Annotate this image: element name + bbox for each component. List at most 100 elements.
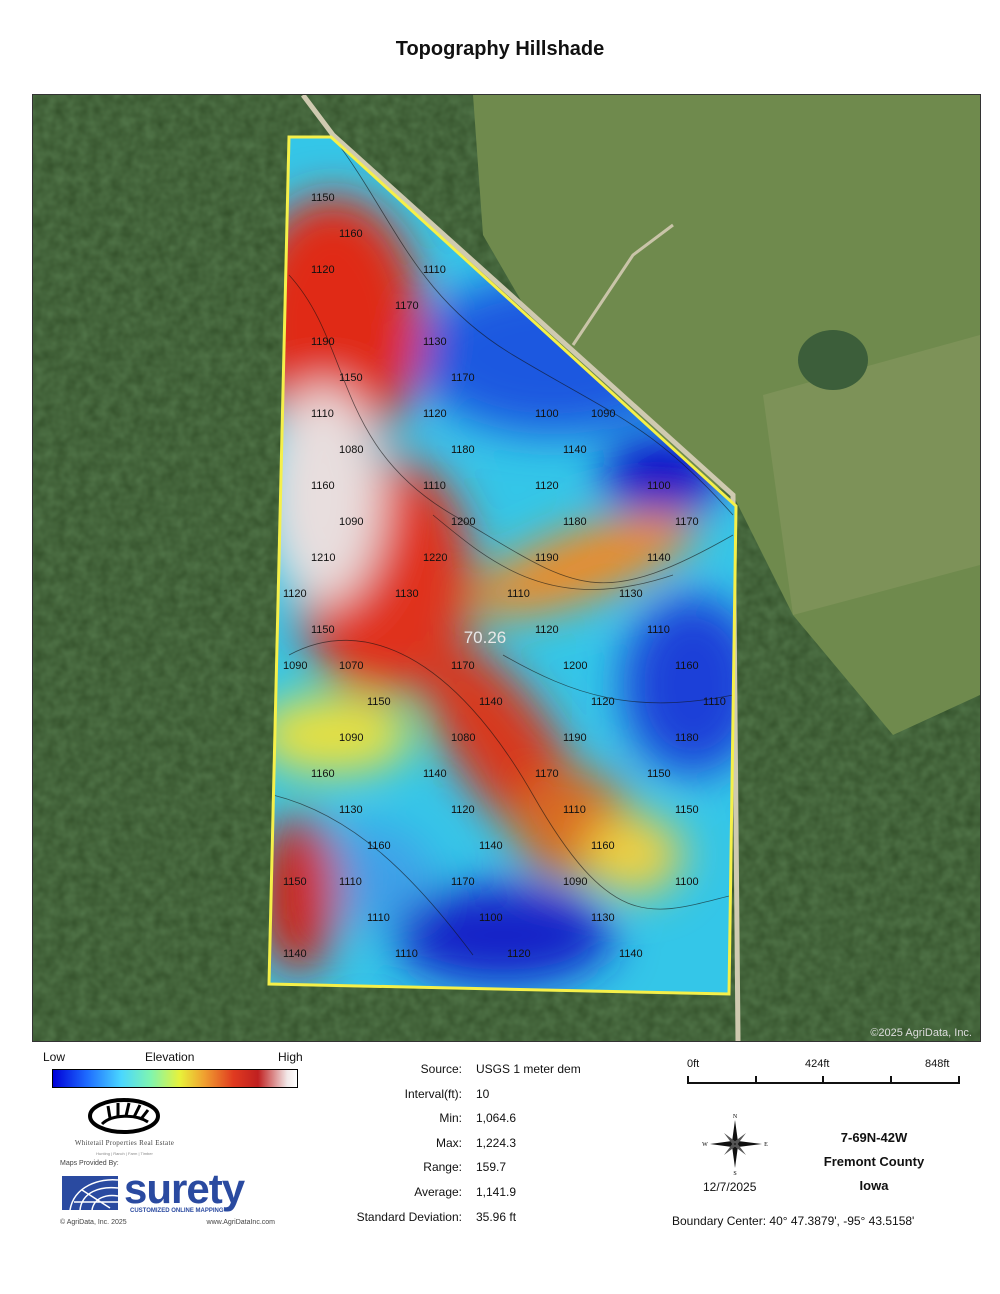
contour-label: 1210 — [311, 552, 335, 564]
contour-label: 1170 — [675, 516, 699, 528]
stat-value: 35.96 ft — [476, 1209, 517, 1224]
contour-label: 1160 — [367, 840, 391, 852]
contour-label: 1110 — [647, 624, 670, 636]
page-title: Topography Hillshade — [395, 38, 605, 60]
contour-label: 1130 — [619, 588, 643, 600]
contour-label: 1110 — [423, 264, 446, 276]
contour-label: 1220 — [423, 552, 447, 564]
stat-value: 159.7 — [476, 1160, 507, 1175]
contour-label: 1110 — [339, 876, 362, 888]
compass-w: W — [702, 1142, 708, 1148]
contour-label: 1090 — [563, 876, 587, 888]
contour-label: 1160 — [675, 660, 699, 672]
contour-label: 1200 — [563, 660, 587, 672]
contour-label: 1160 — [311, 480, 335, 492]
contour-label: 1150 — [339, 372, 363, 384]
scale-label-mid: 424ft — [805, 1058, 830, 1070]
contour-label: 1180 — [451, 444, 475, 456]
antler-icon — [88, 1098, 160, 1134]
scale-tick — [755, 1076, 757, 1084]
contour-label: 1110 — [703, 696, 726, 708]
contour-label: 1080 — [451, 732, 475, 744]
boundary-center: Boundary Center: 40° 47.3879', -95° 43.5… — [672, 1214, 915, 1228]
surety-tagline: CUSTOMIZED ONLINE MAPPING — [130, 1208, 224, 1214]
scale-bar: 0ft 424ft 848ft — [685, 1058, 960, 1088]
map-date: 12/7/2025 — [703, 1180, 757, 1194]
contour-label: 1170 — [451, 660, 475, 672]
maps-provided-by: Maps Provided By: — [60, 1160, 119, 1167]
stat-label: Max: — [435, 1135, 462, 1150]
legend-high: High — [278, 1050, 303, 1064]
location-block: 7-69N-42W Fremont County Iowa — [790, 1126, 958, 1198]
stat-value: USGS 1 meter dem — [476, 1062, 581, 1076]
driveway — [571, 223, 674, 346]
stat-value: 10 — [476, 1086, 490, 1101]
contour-label: 1110 — [311, 408, 334, 420]
compass-s: S — [733, 1171, 736, 1176]
contour-label: 1120 — [535, 624, 559, 636]
road — [301, 95, 741, 1041]
contour-label: 1190 — [311, 336, 335, 348]
contour-label: 1140 — [423, 768, 447, 780]
state: Iowa — [859, 1178, 889, 1193]
contour-label: 1130 — [339, 804, 363, 816]
scale-tick — [958, 1076, 960, 1084]
section-township-range: 7-69N-42W — [840, 1130, 908, 1145]
contour-label: 1140 — [647, 552, 671, 564]
scale-label-0: 0ft — [687, 1058, 700, 1070]
contour-label: 1110 — [367, 912, 390, 924]
contour-label: 1120 — [591, 696, 615, 708]
stat-value: 1,141.9 — [476, 1184, 517, 1199]
legend-low: Low — [43, 1050, 66, 1064]
map-view[interactable]: 1150 1160 1120 1110 1170 1190 1130 1150 1170 1110… — [32, 94, 981, 1042]
contour-label: 1100 — [675, 876, 699, 888]
contour-label: 1180 — [563, 516, 587, 528]
contour-label: 1120 — [311, 264, 335, 276]
contour-label: 1170 — [395, 300, 419, 312]
compass-e: E — [764, 1142, 768, 1148]
contour-labels: 1150 1160 1120 1110 1170 1190 1130 1150 1170 1110… — [283, 192, 726, 960]
contour-label: 1090 — [339, 516, 363, 528]
property-boundary[interactable] — [267, 135, 738, 996]
contour-label: 1200 — [451, 516, 475, 528]
contour-label: 1150 — [311, 624, 335, 636]
contour-label: 1140 — [563, 444, 587, 456]
contour-label: 1110 — [395, 948, 418, 960]
contour-label: 1140 — [619, 948, 643, 960]
company-tagline: Hunting | Ranch | Farm | Timber — [96, 1151, 153, 1156]
contour-label: 1160 — [311, 768, 335, 780]
contour-label: 1170 — [451, 372, 475, 384]
field-area — [763, 335, 980, 615]
contour-label: 1110 — [423, 480, 446, 492]
contour-label: 1190 — [535, 552, 559, 564]
company-name: Whitetail Properties Real Estate — [74, 1139, 175, 1147]
map-copyright: ©2025 AgriData, Inc. — [870, 1027, 972, 1039]
contour-label: 1110 — [507, 588, 530, 600]
contour-label: 1130 — [591, 912, 615, 924]
stat-label: Standard Deviation: — [356, 1209, 462, 1224]
contour-label: 1180 — [675, 732, 699, 744]
agridata-url[interactable]: www.AgriDataInc.com — [206, 1219, 275, 1226]
contour-label: 1140 — [479, 696, 503, 708]
contour-label: 1140 — [283, 948, 307, 960]
stat-label: Range: — [423, 1160, 462, 1175]
scale-label-max: 848ft — [925, 1058, 950, 1070]
globe-icon — [62, 1176, 119, 1211]
contour-label: 1150 — [647, 768, 671, 780]
contour-label: 1150 — [283, 876, 307, 888]
county: Fremont County — [823, 1154, 925, 1169]
legend-title: Elevation — [145, 1050, 195, 1064]
contour-label: 1100 — [535, 408, 559, 420]
stat-label: Source: — [420, 1062, 462, 1076]
contour-label: 1120 — [507, 948, 531, 960]
stat-label: Interval(ft): — [404, 1086, 462, 1101]
surety-wordmark: surety — [124, 1165, 245, 1212]
contour-label: 1090 — [339, 732, 363, 744]
contour-label: 1070 — [339, 660, 363, 672]
scale-tick — [687, 1076, 689, 1084]
surety-logo: surety CUSTOMIZED ONLINE MAPPING — [60, 1165, 275, 1216]
contour-label: 1170 — [535, 768, 559, 780]
pond — [798, 330, 868, 390]
contour-label: 1110 — [563, 804, 586, 816]
stat-value: 1,224.3 — [476, 1135, 517, 1150]
